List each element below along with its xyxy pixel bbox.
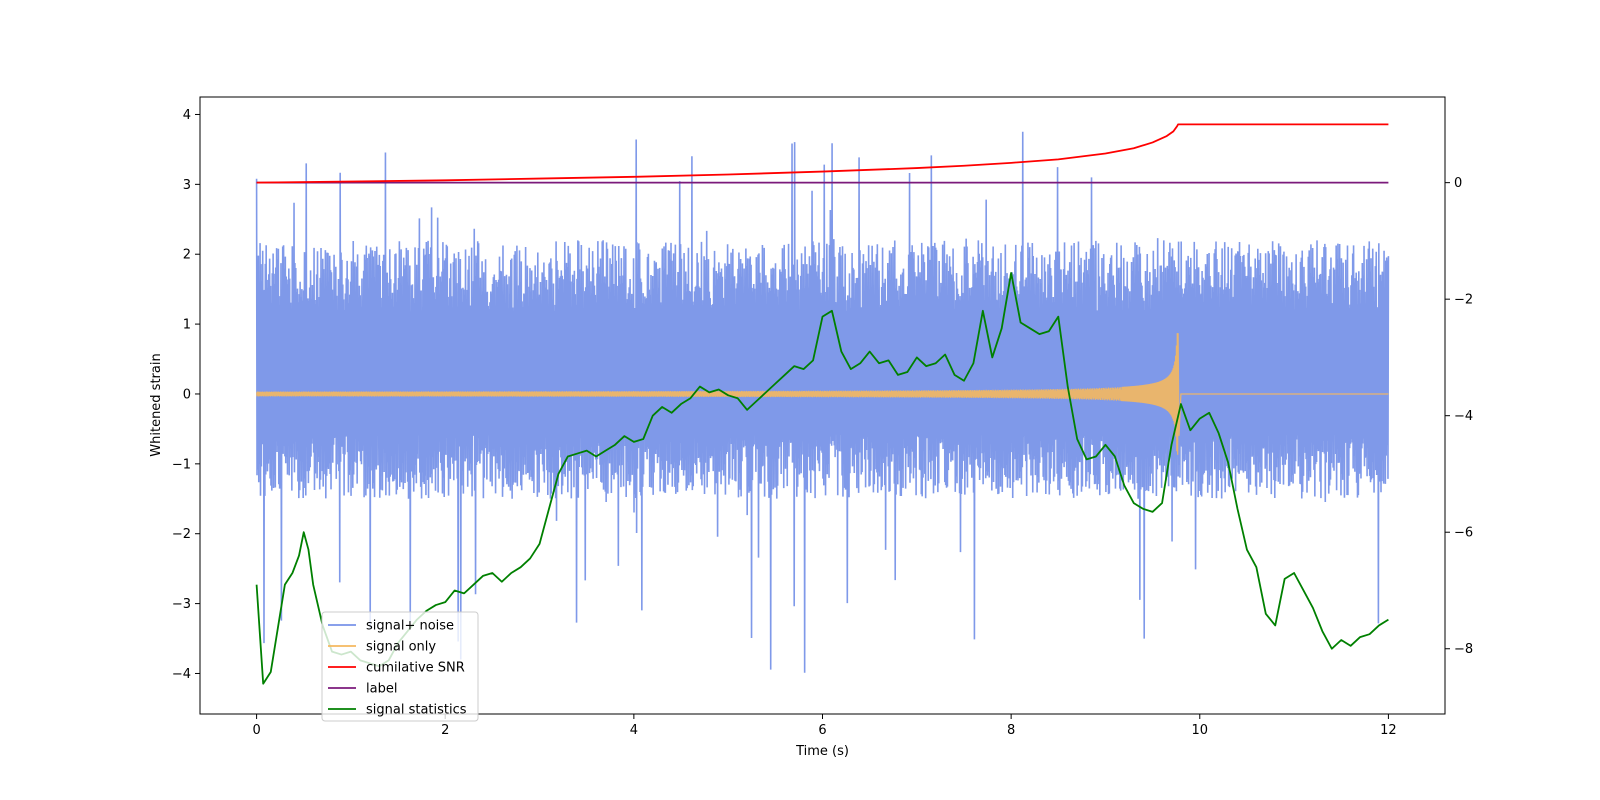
y-tick-label: −3 [172,597,191,612]
y-tick-label: 4 [183,108,191,123]
y2-tick-label: −4 [1454,409,1473,424]
y-tick-label: −1 [172,457,191,472]
legend-label: cumilative SNR [366,661,465,676]
y-tick-label: 0 [183,387,191,402]
series-cumulative-snr-line [256,123,1389,184]
legend-label: signal only [366,640,436,655]
legend-label: signal+ noise [366,619,454,634]
x-tick-label: 4 [630,723,638,738]
y-tick-label: −2 [172,527,191,542]
y2-tick-label: 0 [1454,176,1462,191]
x-tick-label: 10 [1191,723,1208,738]
legend: signal+ noise signal only cumilative SNR la… [321,611,479,722]
y2-tick-label: −2 [1454,293,1473,308]
legend-label: signal statistics [366,703,467,718]
legend-box [321,611,479,722]
y-tick-label: −4 [172,667,191,682]
legend-label: label [366,682,397,697]
y-tick-label: 1 [183,318,191,333]
x-tick-label: 8 [1007,723,1015,738]
x-axis-label: Time (s) [795,744,849,759]
x-tick-label: 0 [252,723,260,738]
y-tick-label: 3 [183,178,191,193]
y2-tick-label: −6 [1454,526,1473,541]
x-tick-label: 6 [818,723,826,738]
y-tick-label: 2 [183,248,191,263]
legend-entries: signal+ noise signal only cumilative SNR la… [328,619,467,718]
x-tick-label: 12 [1380,723,1397,738]
series-signal-only-line [255,333,1389,455]
y-axis-label: Whitened strain [149,353,164,456]
x-tick-label: 2 [441,723,449,738]
y2-tick-label: −8 [1454,642,1473,657]
